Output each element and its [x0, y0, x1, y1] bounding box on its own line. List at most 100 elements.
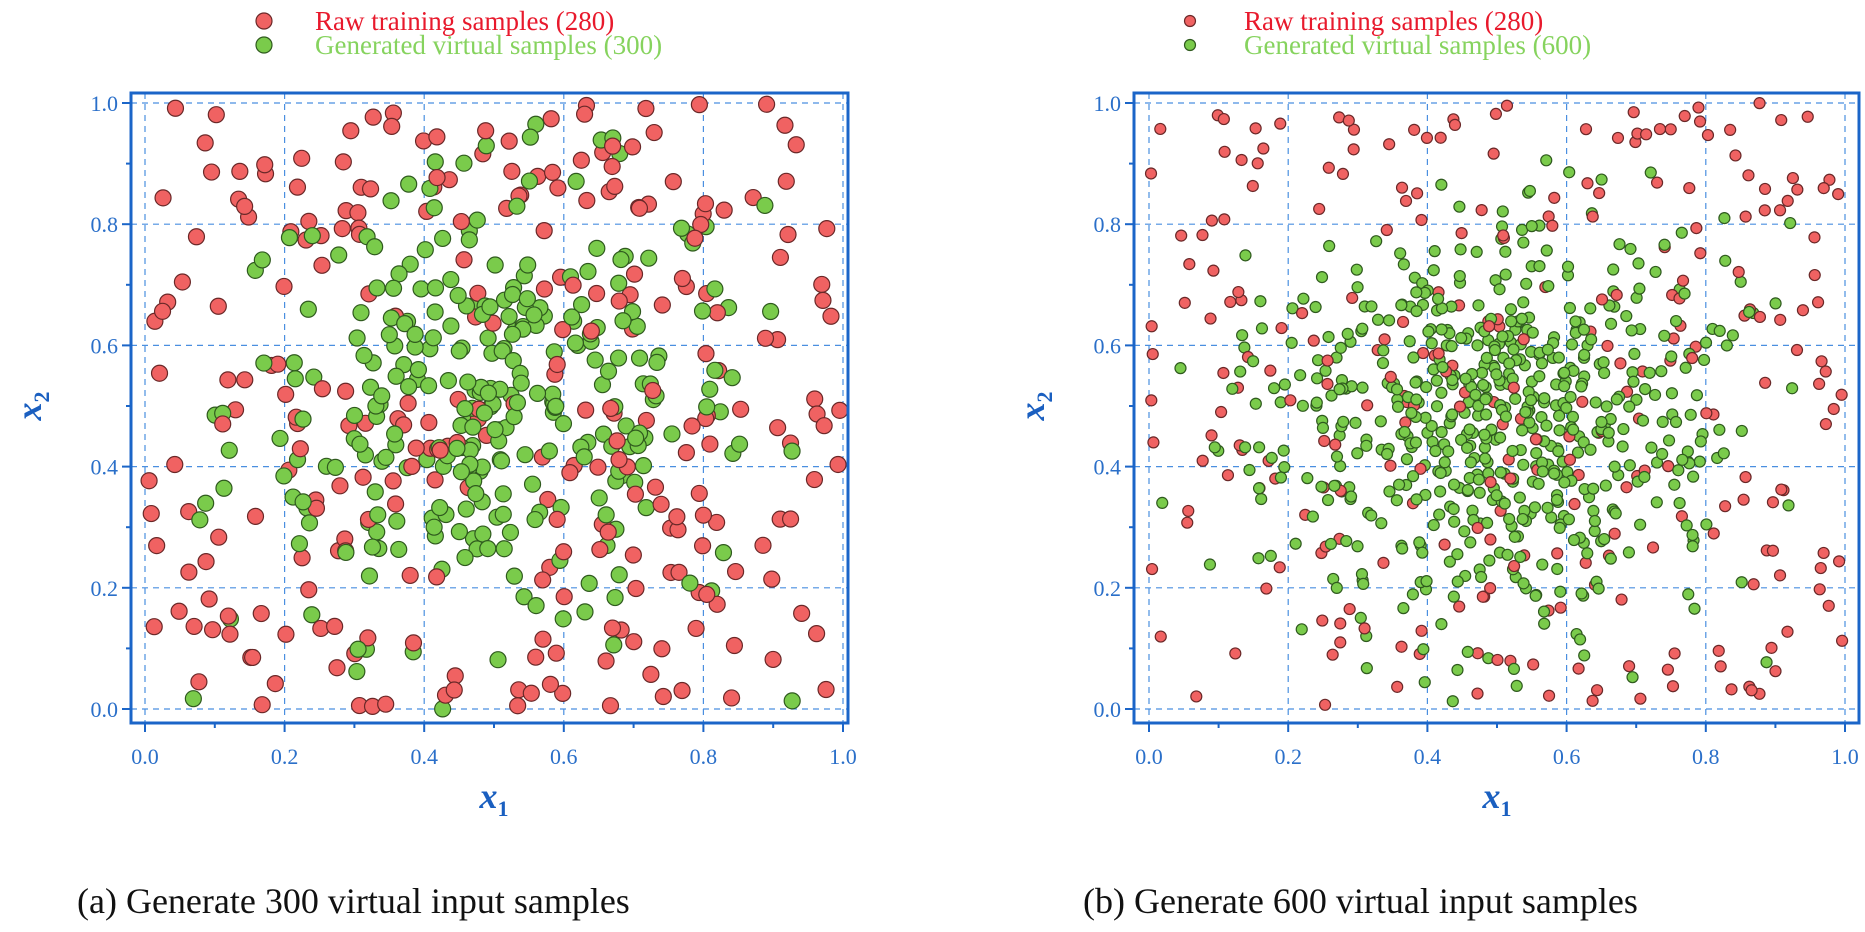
generated-sample-point — [1519, 405, 1532, 419]
raw-sample-point — [725, 636, 744, 655]
generated-sample-point — [1351, 540, 1364, 553]
generated-sample-point — [1536, 465, 1549, 478]
generated-sample-point — [1297, 292, 1310, 305]
generated-sample-point — [1515, 312, 1529, 325]
generated-sample-point — [1496, 205, 1509, 218]
generated-sample-point — [1508, 530, 1521, 543]
generated-sample-point — [1507, 343, 1520, 356]
generated-sample-point — [369, 506, 387, 524]
generated-sample-point — [1265, 451, 1278, 464]
generated-sample-point — [1782, 499, 1795, 512]
raw-sample-point — [787, 136, 805, 154]
generated-sample-point — [1325, 389, 1338, 402]
generated-sample-point — [1319, 364, 1332, 377]
raw-sample-point — [1346, 291, 1359, 305]
raw-sample-point — [1590, 684, 1604, 697]
generated-sample-point — [1585, 333, 1598, 346]
raw-sample-point — [1542, 689, 1556, 702]
raw-sample-point — [1801, 110, 1814, 123]
generated-sample-point — [1645, 441, 1658, 454]
generated-sample-point — [387, 367, 405, 385]
generated-sample-point — [1377, 344, 1390, 357]
raw-sample-point — [1694, 247, 1707, 260]
generated-sample-point — [1249, 397, 1262, 410]
generated-sample-point — [1470, 245, 1483, 259]
generated-sample-point — [486, 256, 504, 274]
raw-sample-point — [610, 451, 628, 469]
raw-sample-point — [549, 179, 567, 197]
generated-sample-point — [706, 361, 724, 379]
raw-sample-point — [1145, 320, 1158, 333]
raw-sample-point — [572, 151, 590, 169]
generated-sample-point — [1517, 236, 1530, 249]
generated-sample-point — [184, 690, 202, 708]
generated-sample-point — [363, 538, 382, 556]
generated-sample-point — [1294, 369, 1307, 382]
caption-a: (a) Generate 300 virtual input samples — [77, 881, 630, 921]
generated-sample-point — [390, 265, 408, 283]
generated-sample-point — [1493, 431, 1507, 444]
raw-sample-point — [1781, 194, 1794, 208]
generated-sample-point — [512, 374, 530, 392]
raw-sample-point — [822, 307, 840, 325]
generated-sample-point — [1458, 525, 1471, 538]
generated-sample-point — [1513, 491, 1526, 504]
raw-sample-point — [1384, 459, 1397, 472]
raw-sample-point — [196, 134, 214, 152]
generated-sample-point — [1682, 588, 1695, 601]
generated-sample-point — [1351, 281, 1364, 294]
generated-sample-point — [579, 262, 597, 281]
generated-sample-point — [477, 137, 495, 155]
generated-sample-point — [1475, 366, 1489, 379]
raw-sample-point — [781, 510, 800, 528]
generated-sample-point — [1620, 309, 1633, 323]
generated-sample-point — [1584, 302, 1597, 315]
raw-sample-point — [769, 419, 787, 437]
generated-sample-point — [1607, 263, 1620, 276]
generated-sample-point — [1598, 532, 1611, 546]
generated-sample-point — [467, 484, 485, 503]
raw-sample-point — [1714, 660, 1727, 673]
generated-sample-point — [1435, 323, 1448, 336]
raw-sample-point — [1664, 123, 1677, 136]
raw-sample-point — [1358, 622, 1371, 635]
generated-sample-point — [1340, 534, 1353, 548]
generated-sample-point — [464, 418, 482, 436]
generated-sample-point — [572, 296, 591, 314]
generated-sample-point — [1552, 445, 1565, 458]
generated-sample-point — [1306, 510, 1319, 523]
raw-sample-point — [1175, 229, 1188, 242]
generated-sample-point — [1535, 357, 1549, 370]
generated-sample-point — [1274, 396, 1287, 409]
x-tick-label: 1.0 — [1831, 744, 1859, 769]
raw-sample-point — [548, 355, 566, 374]
x-tick-label: 1.0 — [829, 744, 857, 769]
raw-sample-point — [1316, 614, 1329, 627]
raw-sample-point — [1581, 177, 1594, 190]
generated-sample-point — [1575, 587, 1588, 600]
generated-sample-point — [1669, 415, 1683, 429]
generated-sample-point — [1464, 456, 1477, 469]
raw-sample-point — [1683, 181, 1696, 195]
y-tick-label: 0.8 — [1094, 212, 1122, 237]
generated-sample-point — [366, 238, 384, 256]
raw-sample-point — [1546, 219, 1559, 232]
generated-sample-point — [1499, 245, 1512, 258]
raw-sample-point — [597, 652, 615, 670]
generated-sample-point — [442, 317, 460, 335]
generated-sample-point — [366, 483, 384, 501]
generated-sample-point — [1538, 617, 1551, 630]
plot-frame — [129, 91, 850, 725]
raw-sample-point — [1378, 333, 1391, 346]
generated-sample-point — [215, 479, 233, 497]
generated-sample-point — [1391, 400, 1405, 413]
raw-sample-point — [359, 629, 377, 647]
generated-sample-point — [1650, 496, 1663, 509]
generated-sample-point — [442, 270, 460, 289]
raw-sample-point — [806, 390, 824, 408]
generated-sample-point — [486, 420, 504, 439]
generated-sample-point — [1479, 393, 1492, 406]
generated-sample-point — [1644, 166, 1657, 179]
x-tick-label: 0.0 — [1135, 744, 1163, 769]
generated-sample-point — [1517, 577, 1530, 590]
